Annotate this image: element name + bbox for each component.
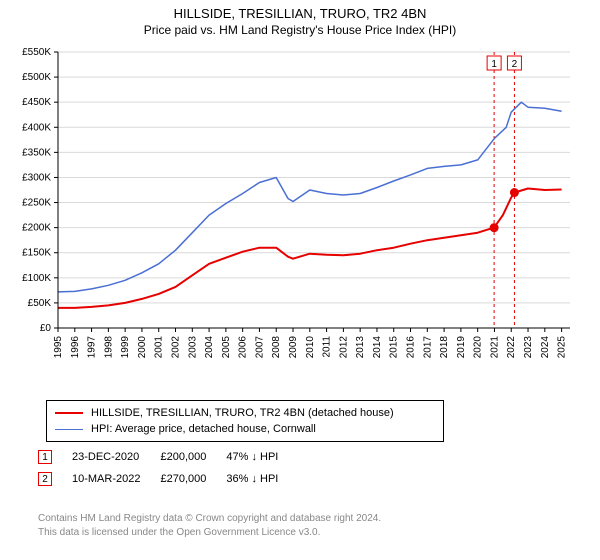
svg-text:2012: 2012: [338, 336, 349, 359]
event-diff: 36% ↓ HPI: [226, 468, 298, 490]
svg-text:£500K: £500K: [22, 72, 51, 83]
chart-title: HILLSIDE, TRESILLIAN, TRURO, TR2 4BN: [0, 0, 600, 21]
svg-text:£550K: £550K: [22, 47, 51, 58]
legend-swatch: [55, 429, 83, 430]
event-date: 23-DEC-2020: [72, 446, 160, 468]
legend-label: HILLSIDE, TRESILLIAN, TRURO, TR2 4BN (de…: [91, 405, 394, 421]
chart-subtitle: Price paid vs. HM Land Registry's House …: [0, 21, 600, 39]
legend-item: HILLSIDE, TRESILLIAN, TRURO, TR2 4BN (de…: [55, 405, 435, 421]
svg-text:£450K: £450K: [22, 97, 51, 108]
event-marker: 2: [38, 472, 52, 486]
svg-text:1996: 1996: [70, 336, 81, 359]
svg-text:2021: 2021: [489, 336, 500, 359]
svg-text:2008: 2008: [271, 336, 282, 359]
svg-text:2003: 2003: [187, 336, 198, 359]
svg-text:2023: 2023: [523, 336, 534, 359]
legend: HILLSIDE, TRESILLIAN, TRURO, TR2 4BN (de…: [46, 400, 444, 442]
svg-text:2022: 2022: [506, 336, 517, 359]
footer-line2: This data is licensed under the Open Gov…: [38, 526, 381, 540]
event-price: £270,000: [160, 468, 226, 490]
svg-text:2025: 2025: [557, 336, 568, 359]
svg-text:2019: 2019: [456, 336, 467, 359]
svg-text:2009: 2009: [288, 336, 299, 359]
svg-text:2010: 2010: [305, 336, 316, 359]
svg-text:£350K: £350K: [22, 147, 51, 158]
svg-text:2: 2: [512, 59, 518, 70]
svg-text:2016: 2016: [406, 336, 417, 359]
svg-text:2017: 2017: [422, 336, 433, 359]
footer-line1: Contains HM Land Registry data © Crown c…: [38, 512, 381, 526]
svg-text:2014: 2014: [372, 336, 383, 359]
legend-label: HPI: Average price, detached house, Corn…: [91, 421, 316, 437]
svg-text:2013: 2013: [355, 336, 366, 359]
svg-text:2004: 2004: [204, 336, 215, 359]
svg-text:2006: 2006: [238, 336, 249, 359]
footer-text: Contains HM Land Registry data © Crown c…: [38, 512, 381, 539]
svg-text:£0: £0: [40, 323, 52, 334]
svg-text:2005: 2005: [221, 336, 232, 359]
event-marker: 1: [38, 450, 52, 464]
event-row: 2 10-MAR-2022£270,00036% ↓ HPI: [38, 468, 298, 490]
svg-text:£200K: £200K: [22, 223, 51, 234]
svg-text:1997: 1997: [87, 336, 98, 359]
svg-text:1999: 1999: [120, 336, 131, 359]
svg-text:£300K: £300K: [22, 172, 51, 183]
svg-text:2000: 2000: [137, 336, 148, 359]
svg-text:2007: 2007: [254, 336, 265, 359]
svg-text:2020: 2020: [473, 336, 484, 359]
event-row: 1 23-DEC-2020£200,00047% ↓ HPI: [38, 446, 298, 468]
svg-text:2001: 2001: [154, 336, 165, 359]
svg-text:£400K: £400K: [22, 122, 51, 133]
svg-text:1995: 1995: [53, 336, 64, 359]
svg-text:1998: 1998: [103, 336, 114, 359]
event-price: £200,000: [160, 446, 226, 468]
legend-swatch: [55, 412, 83, 414]
svg-text:2015: 2015: [389, 336, 400, 359]
event-diff: 47% ↓ HPI: [226, 446, 298, 468]
event-date: 10-MAR-2022: [72, 468, 160, 490]
svg-text:2024: 2024: [540, 336, 551, 359]
svg-text:£150K: £150K: [22, 248, 51, 259]
events-table: 1 23-DEC-2020£200,00047% ↓ HPI 2 10-MAR-202…: [38, 446, 298, 490]
svg-text:£50K: £50K: [28, 298, 52, 309]
svg-text:2011: 2011: [322, 336, 333, 358]
svg-text:2018: 2018: [439, 336, 450, 359]
svg-text:2002: 2002: [171, 336, 182, 359]
svg-text:1: 1: [491, 59, 497, 70]
legend-item: HPI: Average price, detached house, Corn…: [55, 421, 435, 437]
svg-text:£250K: £250K: [22, 198, 51, 209]
price-chart: £0 £50K £100K £150K £200K £250K £300K £350K £400…: [10, 44, 580, 374]
svg-text:£100K: £100K: [22, 273, 51, 284]
